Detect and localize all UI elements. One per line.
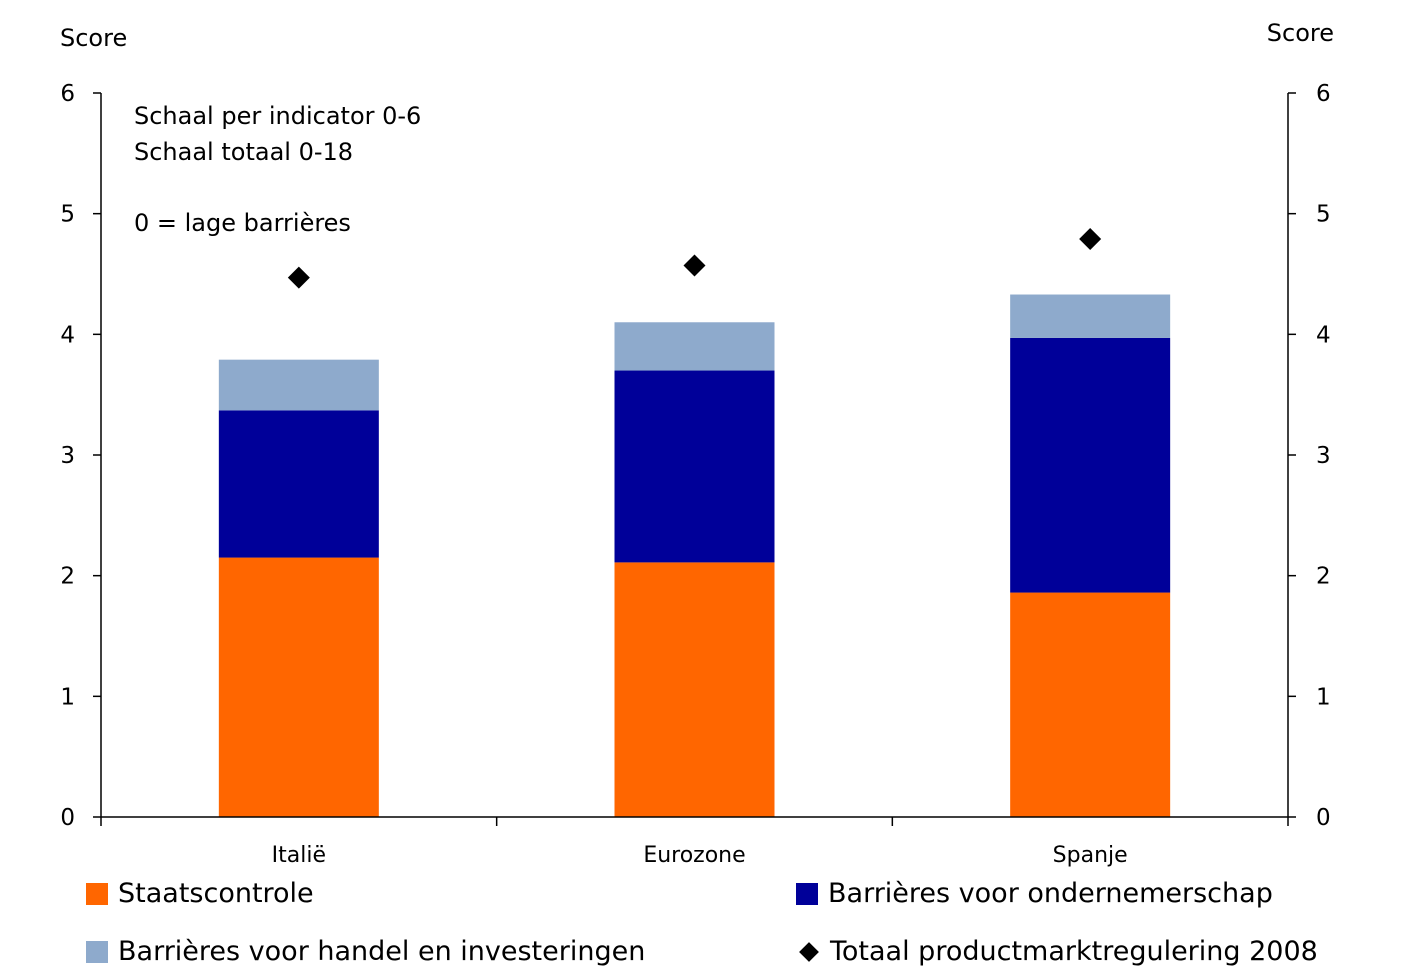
legend-swatch-ondernemerschap — [796, 882, 818, 905]
y-tick-label-right: 3 — [1316, 443, 1331, 469]
y-tick-label-left: 1 — [60, 684, 75, 710]
y-tick-label-right: 4 — [1316, 322, 1331, 348]
x-tick-label-italië: Italië — [272, 843, 326, 868]
y-tick-label-left: 6 — [60, 81, 75, 107]
bar-italië-series-2 — [218, 359, 379, 411]
y-tick-label-right: 1 — [1316, 684, 1331, 710]
y-tick-label-left: 0 — [60, 805, 75, 831]
x-tick-label-eurozone: Eurozone — [643, 843, 745, 868]
bar-italië-series-0 — [218, 557, 379, 817]
y-tick-label-left: 4 — [60, 322, 75, 348]
y-tick-label-left: 5 — [60, 202, 75, 228]
y-tick-label-right: 2 — [1316, 564, 1331, 590]
annotation-low-barriers: 0 = lage barrières — [134, 209, 351, 237]
legend-item-totaal: Totaal productmarktregulering 2008 — [796, 936, 1318, 967]
bar-spanje-series-2 — [1010, 294, 1171, 338]
y-axis-label-left: Score — [60, 24, 127, 52]
bar-spanje-series-0 — [1010, 592, 1171, 817]
legend-item-staatscontrole: Staatscontrole — [86, 878, 314, 909]
bar-eurozone-series-2 — [614, 322, 775, 371]
legend-item-handel-investeringen: Barrières voor handel en investeringen — [86, 936, 645, 967]
plot-area: Italië Eurozone Spanje 0 0 1 1 2 2 3 3 4 4 5 5 6 6 — [60, 81, 1330, 868]
bar-eurozone-series-1 — [614, 370, 775, 563]
y-tick-label-right: 5 — [1316, 202, 1331, 228]
annotation-scale-total: Schaal totaal 0-18 — [134, 138, 353, 166]
x-tick-label-spanje: Spanje — [1053, 843, 1128, 868]
legend-diamond-totaal — [799, 941, 819, 962]
marker-totaal-spanje — [1079, 228, 1102, 251]
legend-swatch-staatscontrole — [86, 882, 108, 905]
y-tick-label-left: 2 — [60, 564, 75, 590]
marker-totaal-italië — [287, 266, 310, 289]
legend-label-totaal: Totaal productmarktregulering 2008 — [830, 936, 1318, 967]
legend-label-ondernemerschap: Barrières voor ondernemerschap — [828, 878, 1273, 909]
bar-spanje-series-1 — [1010, 337, 1171, 593]
y-tick-label-left: 3 — [60, 443, 75, 469]
y-tick-label-right: 6 — [1316, 81, 1331, 107]
bar-eurozone-series-0 — [614, 562, 775, 817]
annotation-scale-indicator: Schaal per indicator 0-6 — [134, 102, 421, 130]
legend-label-staatscontrole: Staatscontrole — [118, 878, 314, 909]
chart: Score Score Schaal per indicator 0-6 Sch… — [60, 19, 1334, 868]
marker-totaal-eurozone — [683, 254, 706, 277]
bar-italië-series-1 — [218, 410, 379, 558]
legend-swatch-handel-investeringen — [86, 940, 108, 963]
legend-label-handel-investeringen: Barrières voor handel en investeringen — [118, 936, 646, 967]
legend-item-ondernemerschap: Barrières voor ondernemerschap — [796, 878, 1273, 909]
y-axis-label-right: Score — [1267, 19, 1334, 47]
y-tick-label-right: 0 — [1316, 805, 1331, 831]
